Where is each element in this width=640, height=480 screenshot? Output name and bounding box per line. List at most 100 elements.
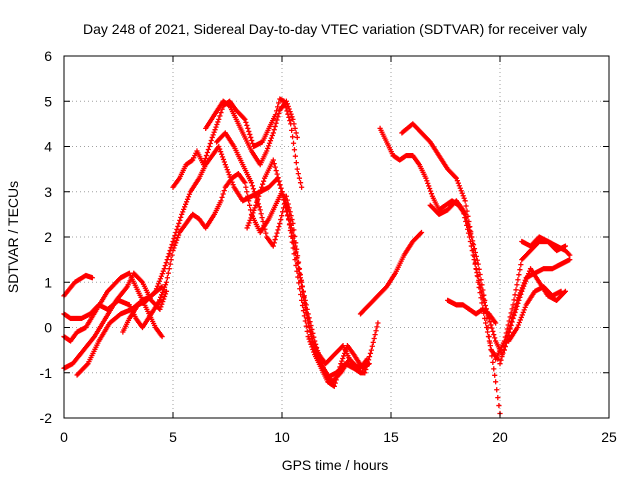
- data-point: [157, 297, 163, 303]
- series-sat-l: [357, 229, 425, 317]
- data-point: [179, 211, 185, 217]
- data-point: [263, 230, 269, 236]
- data-point: [511, 312, 517, 319]
- data-point: [154, 283, 161, 289]
- data-point: [427, 185, 433, 192]
- data-point: [246, 198, 252, 204]
- data-point: [490, 359, 496, 366]
- y-tick-label: 6: [44, 48, 52, 64]
- data-point: [367, 350, 374, 356]
- data-point: [175, 235, 181, 241]
- data-point: [304, 328, 310, 334]
- data-point: [285, 216, 292, 222]
- data-point: [204, 149, 210, 156]
- data-point: [464, 222, 470, 228]
- data-point: [518, 314, 524, 321]
- data-point: [291, 121, 297, 127]
- data-point: [493, 379, 499, 385]
- data-point: [288, 233, 294, 239]
- data-point: [425, 180, 431, 186]
- data-point: [247, 202, 253, 208]
- data-point: [501, 347, 507, 353]
- data-point: [270, 130, 276, 136]
- data-point: [464, 208, 470, 214]
- data-point: [481, 299, 488, 305]
- data-point: [466, 234, 473, 240]
- data-point: [490, 328, 496, 334]
- data-point: [298, 277, 304, 283]
- series-sat-n: [377, 125, 503, 417]
- data-point: [491, 366, 497, 372]
- data-point: [310, 346, 316, 353]
- data-point: [459, 190, 465, 196]
- data-point: [272, 236, 278, 243]
- data-point: [297, 180, 304, 186]
- data-point: [289, 127, 295, 133]
- data-point: [522, 281, 528, 287]
- y-tick-labels: -2 -1 0 1 2 3 4 5 6: [40, 48, 53, 426]
- data-point: [470, 252, 476, 258]
- data-point: [276, 110, 282, 117]
- data-point: [282, 200, 288, 206]
- data-point: [266, 140, 273, 146]
- data-point: [500, 350, 506, 356]
- data-point: [248, 215, 254, 221]
- data-point: [293, 262, 299, 269]
- data-point: [244, 189, 250, 195]
- data-point: [182, 201, 189, 207]
- series-sat-v: [519, 234, 568, 254]
- data-point: [472, 261, 478, 267]
- data-point: [296, 266, 303, 272]
- data-point: [369, 343, 375, 349]
- series-sat-j: [214, 130, 370, 371]
- x-tick-label: 0: [60, 429, 68, 445]
- data-point: [159, 333, 165, 340]
- data-point: [283, 204, 289, 210]
- data-point: [518, 291, 524, 297]
- data-point: [277, 220, 283, 227]
- data-point: [508, 322, 514, 329]
- data-point: [308, 341, 314, 347]
- data-point: [477, 281, 483, 287]
- y-tick-label: -2: [40, 410, 53, 426]
- data-point: [278, 216, 284, 223]
- data-point: [519, 312, 525, 318]
- data-point: [487, 319, 493, 325]
- data-point: [166, 266, 172, 272]
- data-point: [244, 122, 250, 128]
- data-point: [163, 279, 170, 285]
- data-point: [426, 183, 432, 189]
- data-point: [478, 285, 484, 291]
- data-point: [515, 300, 521, 306]
- data-point: [463, 218, 469, 225]
- data-point: [203, 152, 210, 159]
- data-point: [254, 199, 260, 205]
- data-point: [208, 137, 214, 144]
- data-point: [166, 250, 172, 257]
- data-point: [293, 160, 299, 166]
- data-point: [223, 164, 229, 170]
- data-point: [479, 289, 485, 295]
- data-point: [220, 191, 226, 197]
- data-point: [512, 292, 518, 298]
- data-point: [216, 116, 222, 122]
- data-point: [562, 243, 568, 249]
- data-point: [291, 147, 298, 153]
- data-point: [465, 226, 471, 232]
- data-point: [294, 134, 300, 141]
- data-point: [525, 271, 532, 277]
- data-point: [273, 233, 279, 239]
- data-point: [157, 276, 164, 282]
- data-point: [375, 320, 381, 326]
- data-point: [517, 294, 523, 300]
- y-tick-label: 4: [44, 139, 52, 155]
- data-point: [273, 120, 279, 126]
- data-point: [287, 108, 293, 115]
- data-point: [296, 280, 302, 286]
- data-point: [183, 199, 190, 205]
- data-point: [172, 242, 178, 249]
- x-tick-label: 25: [601, 429, 617, 445]
- data-point: [305, 315, 311, 322]
- data-point: [261, 222, 267, 228]
